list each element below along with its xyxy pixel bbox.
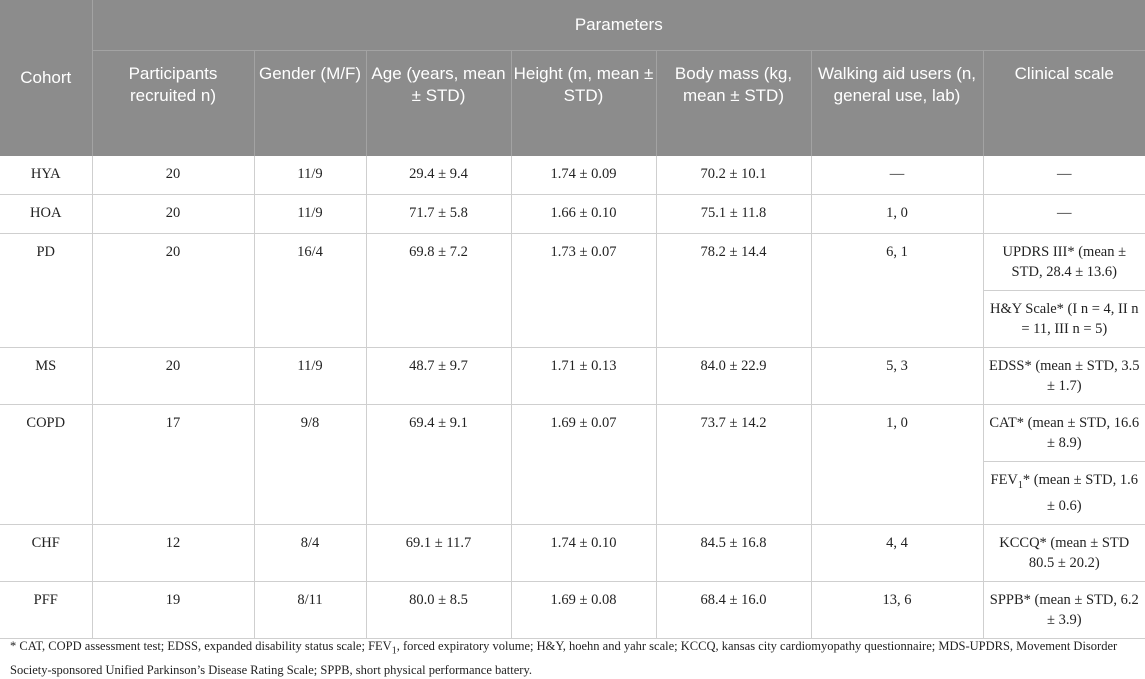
cell-clinical: — xyxy=(982,156,1145,195)
cell-height: 1.73 ± 0.07 xyxy=(510,233,656,348)
cell-n: 12 xyxy=(91,524,254,582)
cell-n: 20 xyxy=(91,233,254,348)
cell-aid: 1, 0 xyxy=(810,404,983,525)
cell-height: 1.71 ± 0.13 xyxy=(510,347,656,405)
cell-gender: 8/4 xyxy=(253,524,366,582)
cell-mass: 78.2 ± 14.4 xyxy=(655,233,811,348)
header-parameters: Parameters xyxy=(91,0,1145,51)
cell-n: 20 xyxy=(91,194,254,234)
cell-cohort: HYA xyxy=(0,156,92,195)
cell-gender: 16/4 xyxy=(253,233,366,348)
header-height: Height (m, mean ± STD) xyxy=(510,50,656,156)
cell-cohort: PFF xyxy=(0,581,92,639)
table-row: MS 20 11/9 48.7 ± 9.7 1.71 ± 0.13 84.0 ±… xyxy=(0,347,1145,405)
cell-gender: 11/9 xyxy=(253,347,366,405)
cell-age: 69.1 ± 11.7 xyxy=(365,524,511,582)
table-row: FEV1* (mean ± STD, 1.6 ± 0.6) xyxy=(0,461,1145,525)
table-row: PD 20 16/4 69.8 ± 7.2 1.73 ± 0.07 78.2 ±… xyxy=(0,233,1145,348)
cell-n: 19 xyxy=(91,581,254,639)
cell-clinical: FEV1* (mean ± STD, 1.6 ± 0.6) xyxy=(982,461,1145,525)
cell-cohort: CHF xyxy=(0,524,92,582)
cell-aid: 4, 4 xyxy=(810,524,983,582)
table-container: Cohort Parameters Participants recruited… xyxy=(0,0,1145,639)
cell-cohort: MS xyxy=(0,347,92,405)
cell-aid: 5, 3 xyxy=(810,347,983,405)
cell-clinical: H&Y Scale* (I n = 4, II n = 11, III n = … xyxy=(982,290,1145,348)
cell-mass: 70.2 ± 10.1 xyxy=(655,156,811,195)
cell-mass: 84.0 ± 22.9 xyxy=(655,347,811,405)
cell-aid: — xyxy=(810,156,983,195)
table-row: COPD 17 9/8 69.4 ± 9.1 1.69 ± 0.07 73.7 … xyxy=(0,404,1145,525)
cell-n: 17 xyxy=(91,404,254,525)
cell-clinical: CAT* (mean ± STD, 16.6 ± 8.9) xyxy=(982,404,1145,462)
table-row: PFF 19 8/11 80.0 ± 8.5 1.69 ± 0.08 68.4 … xyxy=(0,581,1145,639)
header-gender: Gender (M/F) xyxy=(253,50,366,156)
header-walking-aid: Walking aid users (n, general use, lab) xyxy=(810,50,983,156)
cell-aid: 13, 6 xyxy=(810,581,983,639)
header-clinical-scale: Clinical scale xyxy=(982,50,1145,156)
cohort-table: Cohort Parameters Participants recruited… xyxy=(0,0,1145,639)
cell-gender: 8/11 xyxy=(253,581,366,639)
header-age: Age (years, mean ± STD) xyxy=(365,50,511,156)
cell-n: 20 xyxy=(91,347,254,405)
header-body-mass: Body mass (kg, mean ± STD) xyxy=(655,50,811,156)
cell-gender: 11/9 xyxy=(253,156,366,195)
cell-mass: 84.5 ± 16.8 xyxy=(655,524,811,582)
cell-n: 20 xyxy=(91,156,254,195)
cell-gender: 9/8 xyxy=(253,404,366,525)
cell-cohort: PD xyxy=(0,233,92,348)
table-row: HOA 20 11/9 71.7 ± 5.8 1.66 ± 0.10 75.1 … xyxy=(0,194,1145,234)
cell-height: 1.69 ± 0.07 xyxy=(510,404,656,525)
table-footnote: * CAT, COPD assessment test; EDSS, expan… xyxy=(10,639,1118,677)
cell-clinical: SPPB* (mean ± STD, 6.2 ± 3.9) xyxy=(982,581,1145,639)
cell-age: 29.4 ± 9.4 xyxy=(365,156,511,195)
cell-age: 71.7 ± 5.8 xyxy=(365,194,511,234)
cell-clinical: — xyxy=(982,194,1145,234)
header-cohort: Cohort xyxy=(0,0,92,156)
cell-cohort: HOA xyxy=(0,194,92,234)
cell-mass: 68.4 ± 16.0 xyxy=(655,581,811,639)
cell-height: 1.69 ± 0.08 xyxy=(510,581,656,639)
cell-age: 48.7 ± 9.7 xyxy=(365,347,511,405)
table-row: CHF 12 8/4 69.1 ± 11.7 1.74 ± 0.10 84.5 … xyxy=(0,524,1145,582)
table-row: HYA 20 11/9 29.4 ± 9.4 1.74 ± 0.09 70.2 … xyxy=(0,156,1145,195)
cell-height: 1.74 ± 0.09 xyxy=(510,156,656,195)
cell-mass: 73.7 ± 14.2 xyxy=(655,404,811,525)
cell-height: 1.66 ± 0.10 xyxy=(510,194,656,234)
cell-height: 1.74 ± 0.10 xyxy=(510,524,656,582)
cell-mass: 75.1 ± 11.8 xyxy=(655,194,811,234)
cell-age: 80.0 ± 8.5 xyxy=(365,581,511,639)
table-row: H&Y Scale* (I n = 4, II n = 11, III n = … xyxy=(0,290,1145,348)
cell-aid: 6, 1 xyxy=(810,233,983,348)
cell-cohort: COPD xyxy=(0,404,92,525)
cell-age: 69.4 ± 9.1 xyxy=(365,404,511,525)
cell-age: 69.8 ± 7.2 xyxy=(365,233,511,348)
header-participants: Participants recruited n) xyxy=(91,50,254,156)
cell-clinical: UPDRS III* (mean ± STD, 28.4 ± 13.6) xyxy=(982,233,1145,291)
cell-gender: 11/9 xyxy=(253,194,366,234)
cell-clinical: EDSS* (mean ± STD, 3.5 ± 1.7) xyxy=(982,347,1145,405)
cell-aid: 1, 0 xyxy=(810,194,983,234)
cell-clinical: KCCQ* (mean ± STD 80.5 ± 20.2) xyxy=(982,524,1145,582)
